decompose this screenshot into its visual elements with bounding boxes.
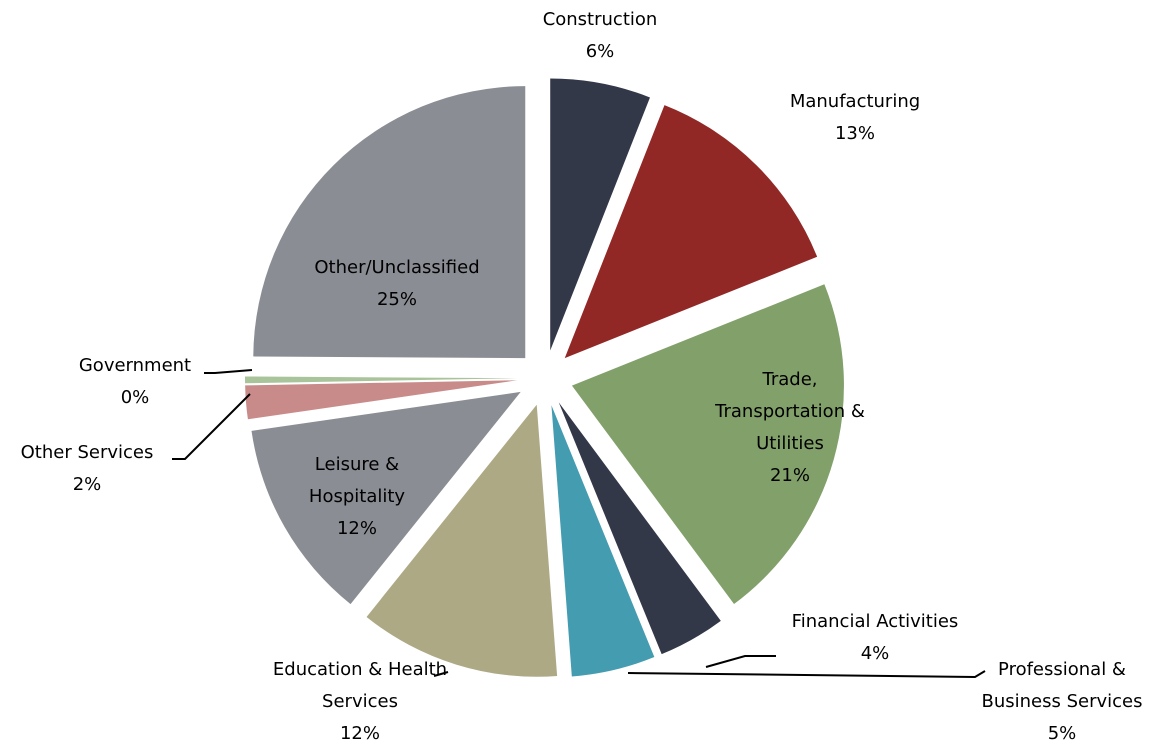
slice-label: Leisure & Hospitality 12% xyxy=(282,449,432,545)
slice-name: Professional & Business Services xyxy=(981,659,1143,712)
pie-slice xyxy=(550,78,650,351)
slice-label: Education & Health Services 12% xyxy=(273,654,448,750)
slice-percent: 25% xyxy=(376,289,417,310)
slice-percent: 4% xyxy=(860,643,890,664)
pie-slice xyxy=(558,402,721,655)
slice-name: Other/Unclassified xyxy=(314,257,480,278)
slice-name: Financial Activities xyxy=(791,611,959,632)
slice-name: Construction xyxy=(542,9,658,30)
slice-label: Other/Unclassified 25% xyxy=(277,252,517,316)
leader-line xyxy=(627,670,986,679)
pie-slice xyxy=(366,404,558,677)
slice-name: Leisure & Hospitality xyxy=(308,454,406,507)
pie-slice xyxy=(571,284,844,605)
leader-line xyxy=(433,671,449,677)
slice-percent: 21% xyxy=(769,465,810,486)
slice-percent: 12% xyxy=(336,518,377,539)
slice-label: Other Services 2% xyxy=(0,437,187,501)
pie-slice xyxy=(564,105,818,359)
pie-slice xyxy=(245,376,518,384)
pie-slice xyxy=(245,380,518,420)
slice-percent: 5% xyxy=(1047,723,1077,744)
slice-percent: 13% xyxy=(834,123,875,144)
pie-slice xyxy=(551,405,655,677)
pie-slice xyxy=(251,391,521,605)
leader-line xyxy=(204,369,253,374)
leader-line xyxy=(705,655,776,668)
pie-slice xyxy=(253,86,526,359)
slice-name: Manufacturing xyxy=(789,91,921,112)
slice-label: Professional & Business Services 5% xyxy=(972,654,1152,750)
slice-name: Trade, Transportation & Utilities xyxy=(715,369,865,454)
slice-percent: 0% xyxy=(120,387,150,408)
slice-label: Financial Activities 4% xyxy=(745,606,1005,670)
slice-label: Government 0% xyxy=(35,350,235,414)
leader-line xyxy=(172,393,251,460)
slice-percent: 2% xyxy=(72,474,102,495)
slice-name: Education & Health Services xyxy=(272,659,448,712)
slice-name: Government xyxy=(78,355,192,376)
slice-label: Manufacturing 13% xyxy=(755,86,955,150)
slice-percent: 6% xyxy=(585,41,615,62)
slice-percent: 12% xyxy=(339,723,380,744)
slice-label: Construction 6% xyxy=(500,4,700,68)
slice-name: Other Services xyxy=(20,442,154,463)
slice-label: Trade, Transportation & Utilities 21% xyxy=(708,364,873,492)
